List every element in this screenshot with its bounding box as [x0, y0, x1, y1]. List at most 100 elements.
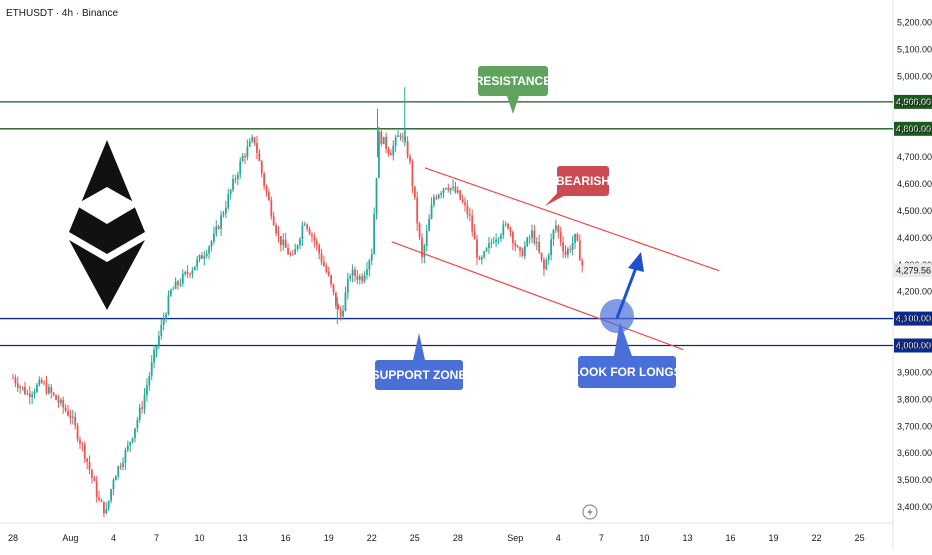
candle-body: [205, 253, 208, 257]
candle-body: [401, 136, 404, 138]
candle-body: [248, 141, 251, 147]
candle-body: [511, 232, 514, 244]
x-tick-label: 7: [154, 533, 159, 543]
resistance-badge[interactable]: RESISTANCE: [475, 66, 551, 114]
y-tick-label: 4,600.00: [897, 179, 932, 189]
candle-body: [177, 281, 179, 285]
support-zone-badge-pointer: [413, 333, 425, 360]
candle-body: [224, 207, 227, 214]
candle-body: [428, 218, 431, 231]
look-for-longs-badge[interactable]: LOOK FOR LONGS: [572, 322, 682, 388]
y-tick-label: 4,100.00: [897, 314, 932, 324]
support-zone-badge[interactable]: SUPPORT ZONE: [372, 333, 467, 390]
candle-body: [234, 179, 237, 180]
candle-body: [179, 283, 182, 285]
candle-body: [222, 213, 225, 216]
candle-body: [416, 197, 419, 224]
resistance-badge-box: [478, 66, 548, 96]
candle-body: [275, 225, 277, 234]
price-axis[interactable]: 3,400.00 3,500.00 3,600.00 3,700.00 3,800.00…: [894, 18, 932, 513]
candle-body: [81, 443, 84, 445]
candle-body: [418, 223, 421, 238]
resistance-badge-text: RESISTANCE: [475, 74, 551, 88]
y-tick-label: 3,700.00: [897, 421, 932, 431]
look-for-longs-badge-text: LOOK FOR LONGS: [572, 365, 681, 379]
y-tick-label: 3,600.00: [897, 448, 932, 458]
y-tick-label: 4,500.00: [897, 206, 932, 216]
candle-body: [562, 242, 564, 252]
candle-body: [88, 461, 91, 470]
y-tick-label: 4,900.00: [897, 98, 932, 108]
candle-body: [543, 259, 545, 270]
candle-body: [227, 194, 230, 208]
candle-body: [382, 136, 385, 145]
candle-body: [213, 233, 215, 242]
candle-body: [193, 266, 196, 271]
candle-body: [447, 187, 450, 191]
bearish-badge-box: [557, 166, 609, 196]
candle-body: [351, 269, 354, 276]
candle-body: [349, 275, 352, 279]
candle-body: [409, 156, 411, 162]
resistance-badge-pointer: [507, 96, 519, 114]
candle-body: [258, 152, 261, 161]
candle-body: [112, 480, 115, 490]
descending-channel: [391, 167, 720, 351]
candle-body: [545, 259, 548, 270]
x-tick-label: 16: [281, 533, 291, 543]
candle-body: [574, 233, 576, 243]
candle-body: [370, 254, 373, 261]
candle-body: [155, 346, 158, 351]
candle-body: [136, 419, 139, 429]
candle-body: [311, 234, 313, 237]
candle-body: [198, 255, 201, 260]
channel-line-0[interactable]: [424, 167, 720, 272]
bearish-badge-text: BEARISH: [556, 174, 610, 188]
x-tick-label: Sep: [507, 533, 523, 543]
candle-body: [174, 281, 177, 289]
candle-body: [26, 393, 29, 395]
candle-body: [361, 276, 364, 282]
x-tick-label: 22: [812, 533, 822, 543]
candle-body: [507, 223, 509, 229]
candle-body: [557, 225, 560, 233]
candle-body: [260, 160, 263, 174]
candle-body: [210, 241, 213, 247]
candle-body: [399, 135, 402, 137]
candle-body: [157, 335, 160, 347]
candle-body: [76, 425, 79, 440]
candle-body: [552, 229, 555, 240]
candle-body: [454, 186, 457, 193]
candle-body: [468, 214, 471, 216]
candle-body: [318, 244, 321, 254]
candle-body: [215, 226, 218, 234]
bearish-badge[interactable]: BEARISH: [545, 166, 610, 206]
channel-line-1[interactable]: [391, 241, 684, 351]
candle-body: [421, 237, 423, 258]
candle-body: [277, 233, 280, 236]
candle-body: [201, 255, 203, 259]
candle-body: [57, 399, 60, 403]
candle-body: [279, 235, 282, 246]
candle-body: [270, 200, 273, 217]
candle-body: [196, 259, 199, 267]
y-tick-label: 4,200.00: [897, 287, 932, 297]
time-axis[interactable]: 28 Aug 4 7 10 13 16 19 22 25 28 Sep 4 7 10 13 16 19 22 25: [8, 533, 865, 543]
candle-body: [105, 508, 108, 514]
eth-logo-facet: [75, 187, 139, 224]
x-tick-label: 4: [556, 533, 561, 543]
candle-body: [162, 319, 165, 325]
x-tick-label: 10: [639, 533, 649, 543]
x-tick-label: 13: [238, 533, 248, 543]
lightning-icon[interactable]: [582, 504, 598, 520]
candle-body: [303, 224, 306, 226]
candle-body: [461, 199, 464, 203]
candle-body: [148, 376, 151, 386]
candle-body: [480, 257, 483, 260]
candle-body: [413, 186, 416, 198]
bullish-arrow-shaft: [615, 264, 639, 319]
x-tick-label: 28: [453, 533, 463, 543]
candle-body: [299, 238, 301, 246]
